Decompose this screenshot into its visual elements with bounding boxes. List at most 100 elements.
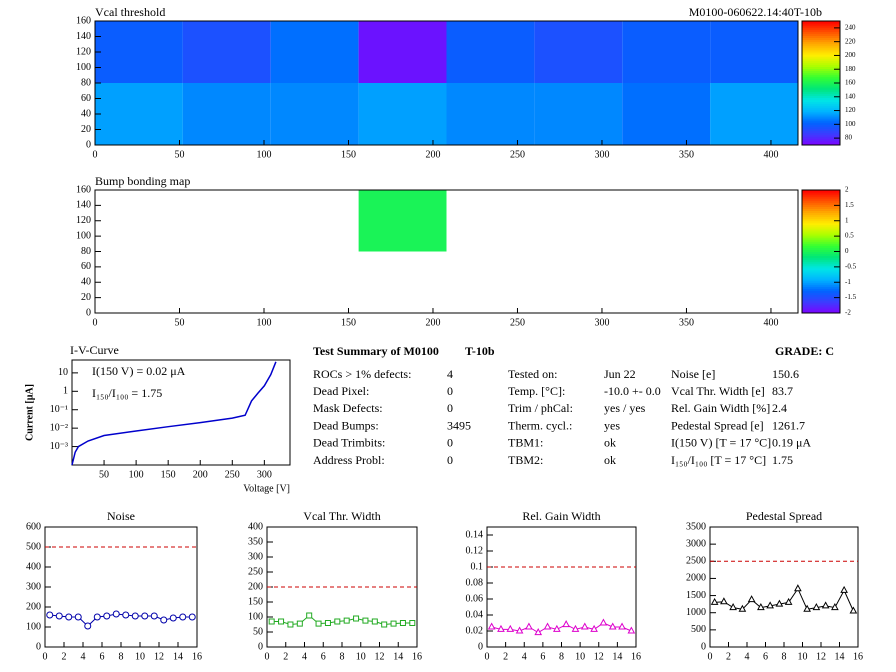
heat-cell — [710, 21, 798, 83]
summary-label: TBM1: — [508, 436, 543, 450]
summary-value: 4 — [447, 367, 453, 381]
x-tick-label: 12 — [375, 651, 385, 662]
colorbar-band — [802, 304, 840, 308]
heat-cell — [534, 83, 623, 145]
heat-cell — [622, 21, 711, 83]
summary-label: Dead Pixel: — [313, 384, 369, 398]
colorbar-band — [802, 247, 840, 250]
x-tick-label: 2 — [62, 651, 67, 662]
marker — [534, 628, 543, 636]
colorbar-band — [802, 109, 840, 113]
heat-cell — [710, 83, 798, 145]
marker — [738, 604, 747, 612]
marker — [65, 613, 73, 621]
colorbar-band — [802, 208, 840, 211]
colorbar-band — [802, 74, 840, 78]
summary-label: Rel. Gain Width [%] — [671, 401, 770, 415]
summary-grade: GRADE: C — [775, 344, 834, 358]
x-tick-label: 250 — [225, 469, 240, 480]
marker — [409, 620, 416, 626]
y-tick-label: 300 — [26, 581, 41, 592]
colorbar-band — [802, 282, 840, 285]
colorbar-label: -2 — [845, 309, 851, 317]
marker — [525, 622, 533, 630]
colorbar-band — [802, 276, 840, 279]
marker — [74, 613, 82, 621]
colorbar-band — [802, 70, 840, 74]
chart-title: Bump bonding map — [95, 174, 190, 188]
colorbar-band — [802, 278, 840, 281]
x-tick-label: 14 — [612, 651, 622, 662]
colorbar-band — [802, 122, 840, 125]
summary-label: Address Probl: — [313, 453, 385, 467]
y-tick-label: 0 — [86, 307, 91, 318]
summary-value: ok — [604, 436, 616, 450]
x-tick-label: 50 — [99, 469, 109, 480]
marker — [122, 611, 130, 619]
colorbar-band — [802, 25, 840, 28]
colorbar-label: -1.5 — [845, 293, 857, 301]
x-tick-label: 400 — [763, 317, 778, 328]
y-tick-label: 0 — [258, 641, 263, 652]
x-tick-label: 4 — [302, 651, 307, 662]
x-tick-label: 10 — [356, 651, 366, 662]
y-tick-label: 400 — [26, 561, 41, 572]
data-line — [491, 622, 632, 634]
y-tick-label: 1000 — [686, 607, 706, 618]
summary-value: Jun 22 — [604, 367, 636, 381]
x-tick-label: 8 — [559, 651, 564, 662]
summary-label: ROCs > 1% defects: — [313, 367, 411, 381]
colorbar-band — [802, 101, 840, 105]
colorbar-band — [802, 126, 840, 129]
colorbar-band — [802, 255, 840, 259]
colorbar-label: 200 — [845, 51, 856, 59]
marker — [710, 597, 719, 605]
y-tick-label: 0.02 — [466, 625, 484, 636]
x-tick-label: 0 — [265, 651, 270, 662]
y-tick-label: 120 — [76, 46, 91, 57]
colorbar-band — [802, 23, 840, 26]
colorbar-band — [802, 259, 840, 263]
y-tick-label: 120 — [76, 215, 91, 226]
y-tick-label: 350 — [248, 536, 263, 547]
marker — [371, 618, 378, 625]
colorbar-band — [802, 47, 840, 51]
colorbar-band — [802, 288, 840, 291]
colorbar-band — [802, 78, 840, 82]
colorbar-band — [802, 192, 840, 195]
summary-value: 0 — [447, 401, 453, 415]
marker — [543, 622, 552, 630]
colorbar-band — [802, 136, 840, 140]
heat-cell — [270, 21, 359, 83]
marker — [46, 611, 54, 619]
x-tick-label: 50 — [174, 149, 184, 160]
colorbar-band — [802, 95, 840, 98]
x-tick-label: 150 — [161, 469, 176, 480]
colorbar-band — [802, 128, 840, 132]
colorbar-band — [802, 206, 840, 209]
y-tick-label: 200 — [26, 601, 41, 612]
colorbar-band — [802, 228, 840, 232]
summary-label: Mask Defects: — [313, 401, 383, 415]
colorbar-band — [802, 31, 840, 34]
summary-value: 150.6 — [772, 367, 799, 381]
x-tick-label: 6 — [321, 651, 326, 662]
summary-title: Test Summary of M0100 — [313, 344, 439, 358]
colorbar-band — [802, 114, 840, 117]
x-axis-label: Voltage [V] — [243, 483, 290, 494]
colorbar-label: -0.5 — [845, 262, 857, 270]
marker — [487, 622, 496, 630]
colorbar-label: 0.5 — [845, 232, 854, 240]
annotation: I₁₅₀/I₁₀₀ = 1.75 — [92, 386, 162, 400]
marker — [608, 622, 617, 630]
colorbar-band — [802, 210, 840, 214]
colorbar-band — [802, 58, 840, 61]
y-tick-label: 0.12 — [466, 545, 484, 556]
colorbar-band — [802, 296, 840, 300]
x-tick-label: 300 — [594, 149, 609, 160]
x-tick-label: 250 — [510, 149, 525, 160]
x-tick-label: 12 — [594, 651, 604, 662]
marker — [775, 599, 784, 607]
marker — [812, 603, 821, 611]
x-tick-label: 350 — [679, 149, 694, 160]
